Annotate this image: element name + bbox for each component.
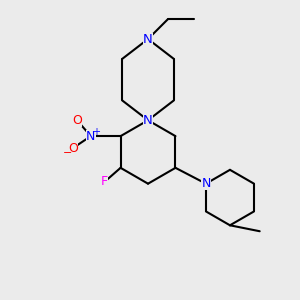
Text: N: N bbox=[86, 130, 95, 142]
Text: +: + bbox=[92, 127, 100, 137]
Text: −: − bbox=[62, 148, 72, 158]
Text: N: N bbox=[143, 114, 153, 127]
Text: O: O bbox=[68, 142, 78, 154]
Text: O: O bbox=[72, 114, 82, 127]
Text: N: N bbox=[201, 177, 211, 190]
Text: N: N bbox=[143, 32, 153, 46]
Text: F: F bbox=[101, 175, 108, 188]
